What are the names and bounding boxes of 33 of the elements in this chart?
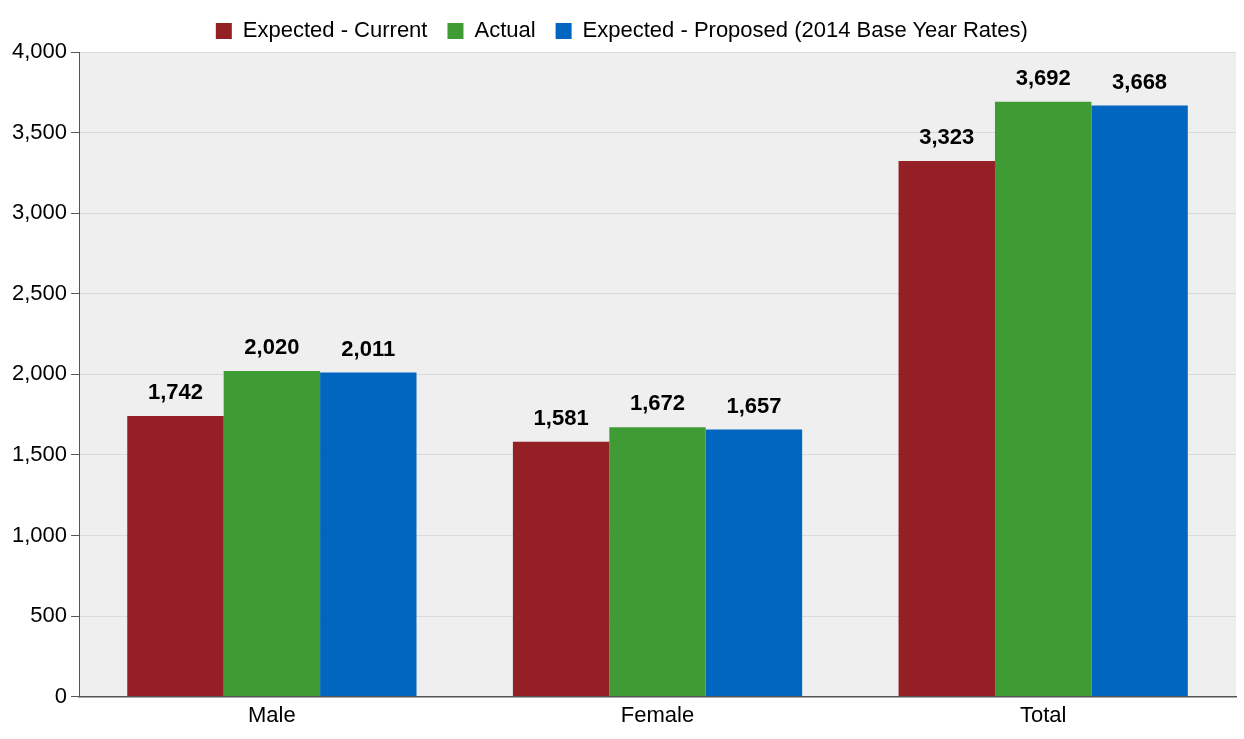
x-tick-label: Total — [1019, 701, 1067, 727]
y-tick-label: 2,500 — [11, 279, 68, 305]
data-label: 3,692 — [1015, 64, 1071, 90]
bar — [609, 427, 706, 697]
bar — [223, 371, 321, 697]
y-tick-label: 3,000 — [11, 199, 68, 225]
bar — [994, 101, 1092, 697]
y-tick-label: 2,000 — [11, 360, 68, 386]
data-label: 1,672 — [630, 390, 686, 416]
legend-label: Expected - Current — [242, 17, 428, 43]
data-label: 2,011 — [341, 335, 396, 361]
data-label: 1,581 — [533, 404, 589, 430]
data-label: 1,742 — [147, 378, 203, 404]
y-tick-label: 1,500 — [11, 440, 68, 466]
x-tick-label: Male — [248, 701, 296, 727]
y-tick-label: 3,500 — [11, 118, 68, 144]
bar — [127, 415, 224, 697]
data-label: 2,020 — [244, 334, 300, 360]
y-tick-label: 0 — [54, 682, 68, 708]
bar — [320, 372, 417, 697]
bar — [705, 429, 803, 697]
y-tick-label: 500 — [30, 602, 68, 628]
y-tick-label: 4,000 — [11, 38, 68, 64]
x-tick-label: Female — [620, 701, 695, 727]
legend-label: Expected - Proposed (2014 Base Year Rates) — [582, 17, 1028, 43]
data-label: 1,657 — [726, 392, 782, 418]
bar — [1091, 105, 1188, 697]
data-label: 3,668 — [1112, 68, 1168, 94]
data-label: 3,323 — [919, 124, 975, 150]
y-tick-label: 1,000 — [11, 521, 68, 547]
bar — [898, 161, 995, 697]
legend-label: Actual — [474, 17, 536, 43]
bar — [512, 441, 610, 697]
